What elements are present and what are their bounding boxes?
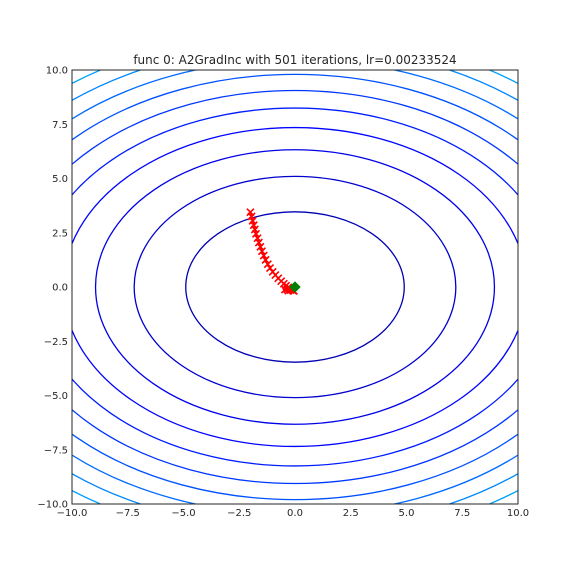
optimum-marker	[289, 281, 301, 293]
trajectory-point-5	[251, 229, 261, 238]
chart-title: func 0: A2GradInc with 501 iterations, l…	[133, 53, 456, 67]
trajectory-point-29	[284, 286, 293, 295]
contour-level-2	[94, 149, 496, 425]
contour-level-0	[185, 211, 405, 363]
contour-level-6	[72, 73, 518, 501]
trajectory-point-12	[263, 260, 272, 269]
y-tick-label: 10.0	[46, 66, 68, 77]
trajectory-point-10	[259, 251, 268, 260]
contour-level-1	[133, 175, 457, 399]
plot-frame	[71, 69, 519, 505]
x-tick-label: −2.5	[227, 508, 251, 519]
trajectory-point-8	[256, 242, 265, 251]
y-tick-label: 0.0	[52, 283, 68, 294]
y-tick-label: 7.5	[52, 120, 68, 131]
contour-level-5	[72, 89, 518, 485]
contour-level-3	[72, 126, 518, 448]
y-tick-label: 5.0	[52, 174, 68, 185]
x-tick-label: 7.5	[454, 508, 470, 519]
y-tick-label: −7.5	[44, 445, 68, 456]
x-tick-label: 2.5	[343, 508, 359, 519]
x-tick-label: 0.0	[287, 508, 303, 519]
x-axis: −10.0 −7.5 −5.0 −2.5 0.0 2.5 5.0 7.5 10.0	[57, 508, 529, 519]
trajectory-point-7	[254, 238, 263, 247]
x-tick-label: 5.0	[399, 508, 415, 519]
x-tick-label: −7.5	[116, 508, 140, 519]
x-tick-label: −5.0	[171, 508, 195, 519]
y-tick-label: 2.5	[52, 228, 68, 239]
y-tick-label: −5.0	[44, 391, 68, 402]
x-tick-label: −10.0	[57, 508, 88, 519]
contour-level-4	[72, 107, 518, 467]
optimum-marker-group	[289, 281, 301, 293]
y-axis: −10.0 −7.5 −5.0 −2.5 0.0 2.5 5.0 7.5 10.0	[37, 66, 68, 511]
y-tick-label: −2.5	[44, 337, 68, 348]
y-tick-label: −10.0	[37, 500, 68, 511]
x-tick-label: 10.0	[507, 508, 529, 519]
trajectory-point-11	[261, 255, 270, 264]
trajectory-point-9	[257, 247, 267, 256]
